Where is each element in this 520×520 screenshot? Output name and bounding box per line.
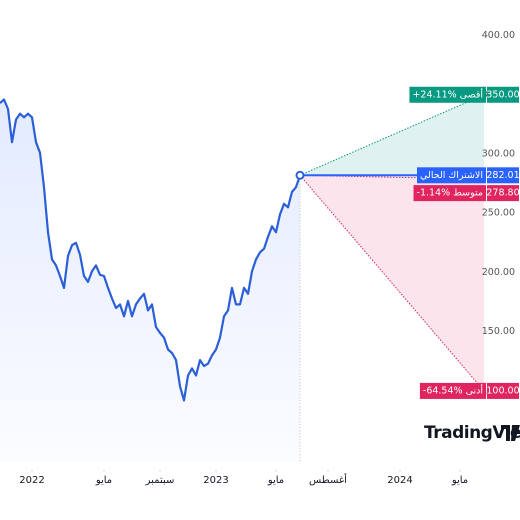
value-chip-label: 278.80	[486, 188, 519, 199]
y-tick-label: 150.00	[482, 326, 515, 337]
value-chip	[487, 167, 519, 184]
text-chip	[417, 167, 486, 184]
text-chip	[409, 86, 486, 103]
value-chip	[487, 185, 519, 202]
area	[0, 99, 300, 462]
x-tick-label: أغسطس	[309, 473, 347, 486]
down-zone	[300, 175, 484, 391]
value-chip-label: 100.00	[486, 385, 519, 396]
text-chip	[413, 185, 486, 202]
high-line	[299, 94, 485, 176]
value-chip-label: 282.01	[486, 170, 519, 181]
x-tick-label: مايو	[267, 475, 284, 486]
value-chip	[487, 86, 519, 103]
y-tick-label: 200.00	[482, 267, 515, 278]
text-chip-label: -64.54% أدنى	[423, 383, 483, 396]
y-tick-label: 300.00	[482, 149, 515, 160]
x-tick-label: 2023	[203, 475, 228, 486]
x-tick-label: 2022	[19, 475, 44, 486]
text-chip	[419, 382, 486, 399]
current-point	[295, 170, 305, 180]
up-zone	[300, 94, 484, 180]
value-chip-label: 350.00	[486, 89, 519, 100]
text-chip-label: +24.11% أقصى	[412, 87, 483, 100]
text-chip-label: -1.14% متوسط	[417, 188, 483, 199]
x-tick-label: 2024	[387, 475, 412, 486]
x-tick-label: مايو	[451, 475, 468, 486]
price-line	[0, 98, 302, 402]
y-tick-label: 250.00	[482, 208, 515, 219]
value-chip	[487, 382, 519, 399]
brand: TradingView	[424, 423, 520, 443]
x-tick-label: سبتمبر	[145, 475, 175, 486]
low-line	[299, 174, 485, 392]
y-tick-label: 400.00	[482, 30, 515, 41]
text-chip-label: الاشتراك الحالي	[420, 170, 483, 181]
x-tick-label: مايو	[95, 475, 112, 486]
brand-logo	[501, 425, 520, 441]
